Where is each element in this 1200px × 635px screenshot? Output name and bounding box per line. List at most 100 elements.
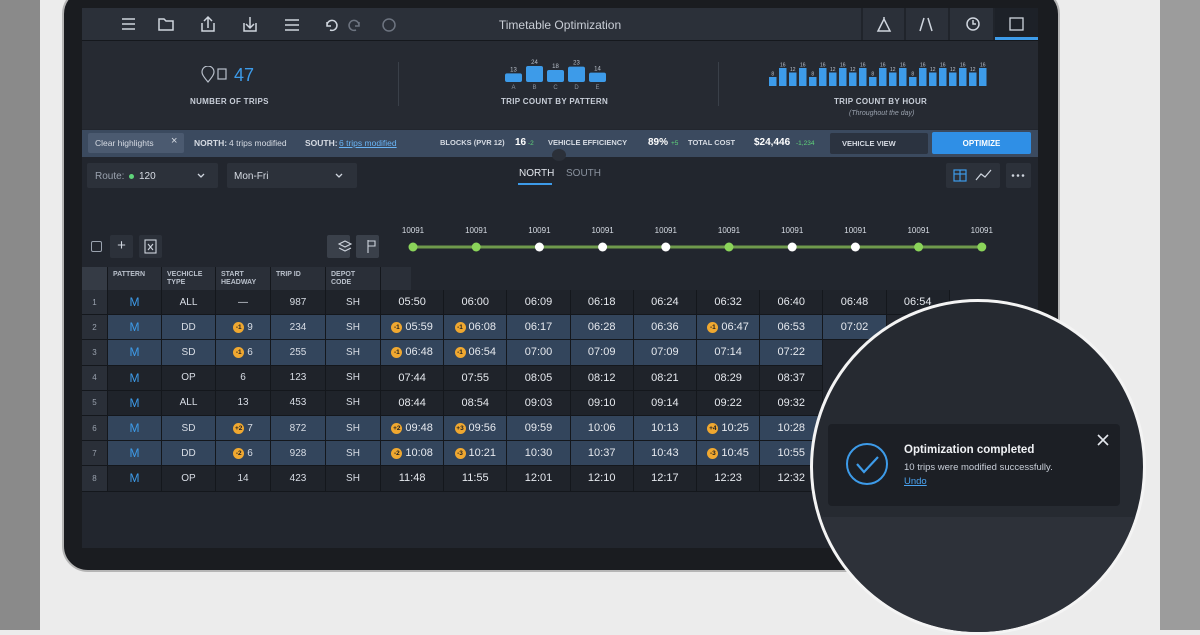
magnifier-footer bbox=[813, 517, 1143, 632]
time-cell[interactable]: 06:32 bbox=[697, 290, 761, 316]
clear-highlights-button[interactable] bbox=[88, 133, 184, 153]
headway: 14 bbox=[237, 472, 249, 484]
time-cell[interactable]: -1 06:48 bbox=[381, 340, 445, 366]
time-cell[interactable]: -3 10:45 bbox=[697, 441, 761, 467]
add-button[interactable]: + bbox=[110, 235, 133, 258]
undo-icon[interactable] bbox=[326, 19, 338, 32]
trips-count: 47 bbox=[234, 65, 255, 85]
hour-value: 8 bbox=[771, 72, 774, 78]
time-cell[interactable]: 10:06 bbox=[570, 416, 634, 442]
time-cell[interactable]: 06:53 bbox=[760, 315, 824, 341]
time-cell[interactable]: 08:54 bbox=[444, 390, 508, 416]
time: 08:37 bbox=[777, 371, 806, 384]
time-cell[interactable]: 07:22 bbox=[760, 340, 824, 366]
tab-south[interactable]: SOUTH bbox=[566, 168, 601, 179]
time-cell[interactable]: 07:00 bbox=[507, 340, 571, 366]
time-cell[interactable]: 09:10 bbox=[570, 390, 634, 416]
time-cell[interactable]: 09:03 bbox=[507, 390, 571, 416]
time-cell[interactable]: 12:01 bbox=[507, 466, 571, 492]
time-cell[interactable]: -2 10:08 bbox=[381, 441, 445, 467]
time-cell[interactable]: 07:44 bbox=[381, 365, 445, 391]
time-cell[interactable]: 09:32 bbox=[760, 390, 824, 416]
pattern-bar bbox=[568, 66, 585, 82]
south-link[interactable]: 6 trips modified bbox=[339, 138, 397, 148]
map-icon[interactable] bbox=[876, 17, 892, 32]
hour-bar bbox=[779, 68, 787, 86]
settings-icon[interactable] bbox=[285, 19, 299, 31]
toast-undo[interactable]: Undo bbox=[904, 476, 927, 487]
time-cell[interactable]: 12:17 bbox=[633, 466, 697, 492]
time-cell[interactable]: 06:00 bbox=[444, 290, 508, 316]
select-all-checkbox[interactable] bbox=[91, 241, 102, 252]
change-badge: +3 bbox=[454, 422, 466, 434]
layers-button[interactable] bbox=[327, 235, 350, 258]
table-view-tab[interactable] bbox=[995, 8, 1038, 40]
time-cell[interactable]: 11:55 bbox=[444, 466, 508, 492]
time-cell[interactable]: +4 10:25 bbox=[697, 416, 761, 442]
time-cell[interactable]: -1 06:08 bbox=[444, 315, 508, 341]
time-cell[interactable]: 07:09 bbox=[633, 340, 697, 366]
view-toggle[interactable] bbox=[946, 163, 1000, 188]
time-cell[interactable]: 05:50 bbox=[381, 290, 445, 316]
type-cell: ALL bbox=[162, 290, 216, 316]
time-cell[interactable]: 06:17 bbox=[507, 315, 571, 341]
time-cell[interactable]: 09:59 bbox=[507, 416, 571, 442]
days-select[interactable] bbox=[227, 163, 357, 188]
time-cell[interactable]: 11:48 bbox=[381, 466, 445, 492]
route-icon[interactable] bbox=[919, 17, 933, 32]
time-cell[interactable]: 08:21 bbox=[633, 365, 697, 391]
time-cell[interactable]: 06:28 bbox=[570, 315, 634, 341]
optimize-button[interactable] bbox=[932, 132, 1031, 154]
time-cell[interactable]: 08:37 bbox=[760, 365, 824, 391]
menu-icon[interactable] bbox=[122, 18, 135, 30]
time-cell[interactable]: 06:40 bbox=[760, 290, 824, 316]
time-cell[interactable]: 08:44 bbox=[381, 390, 445, 416]
time-cell[interactable]: 06:48 bbox=[823, 290, 887, 316]
time-cell[interactable]: 06:09 bbox=[507, 290, 571, 316]
time-cell[interactable]: -1 06:54 bbox=[444, 340, 508, 366]
time-cell[interactable]: 09:14 bbox=[633, 390, 697, 416]
clock-icon[interactable] bbox=[966, 17, 980, 31]
history-icon[interactable] bbox=[382, 18, 396, 32]
tab-north[interactable]: NORTH bbox=[519, 168, 555, 179]
time-cell[interactable]: 10:30 bbox=[507, 441, 571, 467]
time-cell[interactable]: 08:29 bbox=[697, 365, 761, 391]
time-cell[interactable]: 10:37 bbox=[570, 441, 634, 467]
time-cell[interactable]: 07:55 bbox=[444, 365, 508, 391]
time-cell[interactable]: 08:05 bbox=[507, 365, 571, 391]
vehicle-view[interactable]: VEHICLE VIEW bbox=[842, 139, 896, 148]
time-cell[interactable]: 12:23 bbox=[697, 466, 761, 492]
time-cell[interactable]: 06:24 bbox=[633, 290, 697, 316]
time: 08:12 bbox=[587, 371, 616, 384]
trip-cell: 255 bbox=[271, 340, 326, 366]
time: 10:30 bbox=[524, 447, 553, 460]
open-icon[interactable] bbox=[158, 18, 174, 31]
route-select[interactable] bbox=[87, 163, 218, 188]
optimize[interactable]: OPTIMIZE bbox=[962, 139, 1001, 148]
clear-highlights[interactable]: Clear highlights bbox=[95, 138, 154, 148]
time-cell[interactable]: -3 10:21 bbox=[444, 441, 508, 467]
time-cell[interactable]: 09:22 bbox=[697, 390, 761, 416]
hour-bar bbox=[819, 68, 827, 86]
time-cell[interactable]: 06:36 bbox=[633, 315, 697, 341]
time-cell[interactable]: -1 05:59 bbox=[381, 315, 445, 341]
download-icon[interactable] bbox=[243, 17, 257, 32]
time-cell[interactable]: 10:43 bbox=[633, 441, 697, 467]
clear-close[interactable]: × bbox=[171, 135, 178, 147]
redo-icon[interactable] bbox=[348, 19, 360, 32]
time-cell[interactable]: 10:13 bbox=[633, 416, 697, 442]
time-cell[interactable]: +2 09:48 bbox=[381, 416, 445, 442]
time-cell[interactable]: -1 06:47 bbox=[697, 315, 761, 341]
time-cell[interactable]: 07:14 bbox=[697, 340, 761, 366]
time-cell[interactable]: 08:12 bbox=[570, 365, 634, 391]
time-cell[interactable]: 12:10 bbox=[570, 466, 634, 492]
collapse-toggle[interactable] bbox=[552, 149, 566, 161]
time-cell[interactable]: 07:09 bbox=[570, 340, 634, 366]
share-icon[interactable] bbox=[201, 15, 215, 32]
hour-bar bbox=[889, 72, 897, 86]
toast-close[interactable] bbox=[1097, 434, 1109, 446]
vehicle-view-dropdown[interactable] bbox=[830, 133, 928, 154]
time-cell[interactable]: 06:18 bbox=[570, 290, 634, 316]
time-cell[interactable]: +3 09:56 bbox=[444, 416, 508, 442]
